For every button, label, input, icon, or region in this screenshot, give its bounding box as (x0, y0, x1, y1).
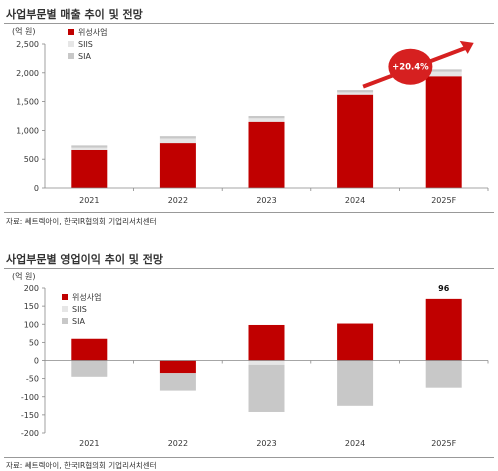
bar-segment (248, 118, 285, 122)
bar-segment (337, 323, 374, 361)
bar-segment (337, 94, 374, 188)
y-tick-label: -100 (21, 393, 39, 402)
bar-segment (159, 138, 196, 144)
growth-badge-label: +20.4% (392, 63, 429, 73)
y-tick-label: 1,500 (16, 98, 39, 107)
bar-segment (425, 76, 462, 188)
data-label: 96 (438, 284, 450, 293)
bar-segment (248, 116, 285, 119)
growth-arrow-head (459, 40, 474, 54)
y-tick-label: 2,000 (16, 69, 39, 78)
y-tick-label: 50 (29, 338, 39, 347)
y-tick-label: 1,000 (16, 126, 39, 135)
legend-label: 위성사업 (72, 293, 101, 302)
bar-segment (159, 360, 196, 374)
x-tick-label: 2021 (79, 439, 99, 448)
y-tick-label: -50 (26, 375, 39, 384)
bar-segment (71, 147, 108, 150)
x-tick-label: 2025F (431, 439, 456, 448)
y-tick-label: 200 (24, 284, 39, 293)
legend-label: 위성사업 (78, 28, 107, 37)
y-tick-label: 100 (24, 320, 39, 329)
bar-segment (71, 149, 108, 188)
bar-segment (71, 338, 108, 361)
legend-swatch (62, 318, 68, 324)
x-tick-label: 2024 (345, 439, 365, 448)
profit-title-divider (4, 268, 494, 269)
legend-swatch (62, 306, 68, 312)
revenue-source-note: 자료: 쎄트렉아이, 한국IR협의회 기업리서치센터 (6, 217, 157, 226)
revenue-bottom-divider (4, 212, 494, 213)
legend-swatch (68, 29, 74, 35)
bar-segment (159, 143, 196, 188)
profit-chart: (억 원) -200 -150 -100 -50 0 50 100 150 200 2021 2022… (12, 271, 489, 448)
y-tick-label: -150 (21, 411, 39, 420)
x-tick-label: 2022 (168, 439, 188, 448)
bar-segment (248, 324, 285, 361)
y-tick-label: 2,500 (16, 40, 39, 49)
profit-chart-title: 사업부문별 영업이익 추이 및 전망 (6, 253, 163, 266)
y-tick-label: -200 (21, 429, 39, 438)
revenue-panel: 사업부문별 매출 추이 및 전망 (억 원) 0 500 1,000 1,500 2,00… (0, 0, 498, 230)
growth-badge (388, 48, 433, 85)
x-tick-label: 2025F (431, 196, 456, 205)
unit-label: (억 원) (12, 271, 36, 281)
bar-segment (71, 360, 108, 377)
legend-swatch (68, 53, 74, 59)
x-tick-label: 2023 (256, 439, 276, 448)
bar-segment (248, 121, 285, 188)
legend-swatch (62, 294, 68, 300)
bar-segment (248, 360, 285, 365)
bar-segment (425, 69, 462, 72)
legend-label: SIIS (72, 305, 87, 314)
bar-segment (159, 373, 196, 391)
revenue-chart-title: 사업부문별 매출 추이 및 전망 (6, 8, 143, 21)
unit-label: (억 원) (12, 26, 36, 36)
profit-bottom-divider (4, 457, 494, 458)
bar-segment (159, 136, 196, 139)
bar-segment (248, 364, 285, 412)
x-tick-label: 2022 (168, 196, 188, 205)
legend-label: SIA (72, 317, 85, 326)
legend-label: SIIS (78, 40, 93, 49)
y-tick-label: 150 (24, 302, 39, 311)
bar-segment (71, 145, 108, 148)
y-tick-label: 0 (34, 184, 39, 193)
x-tick-label: 2023 (256, 196, 276, 205)
bar-segment (337, 92, 374, 95)
legend-label: SIA (78, 52, 91, 61)
bar-segment (337, 90, 374, 93)
revenue-chart: (억 원) 0 500 1,000 1,500 2,000 2,500 2021 2022 202… (12, 26, 489, 205)
revenue-title-divider (4, 23, 494, 24)
bar-segment (337, 360, 374, 406)
y-tick-label: 500 (24, 155, 39, 164)
bar-segment (425, 71, 462, 77)
profit-source-note: 자료: 쎄트렉아이, 한국IR협의회 기업리서치센터 (6, 461, 157, 470)
operating-profit-panel: 사업부문별 영업이익 추이 및 전망 (억 원) -200 -150 -100 -50 0… (0, 248, 498, 471)
bar-segment (425, 298, 462, 361)
x-tick-label: 2021 (79, 196, 99, 205)
legend-swatch (68, 41, 74, 47)
x-tick-label: 2024 (345, 196, 365, 205)
bar-segment (425, 360, 462, 388)
y-tick-label: 0 (34, 357, 39, 366)
